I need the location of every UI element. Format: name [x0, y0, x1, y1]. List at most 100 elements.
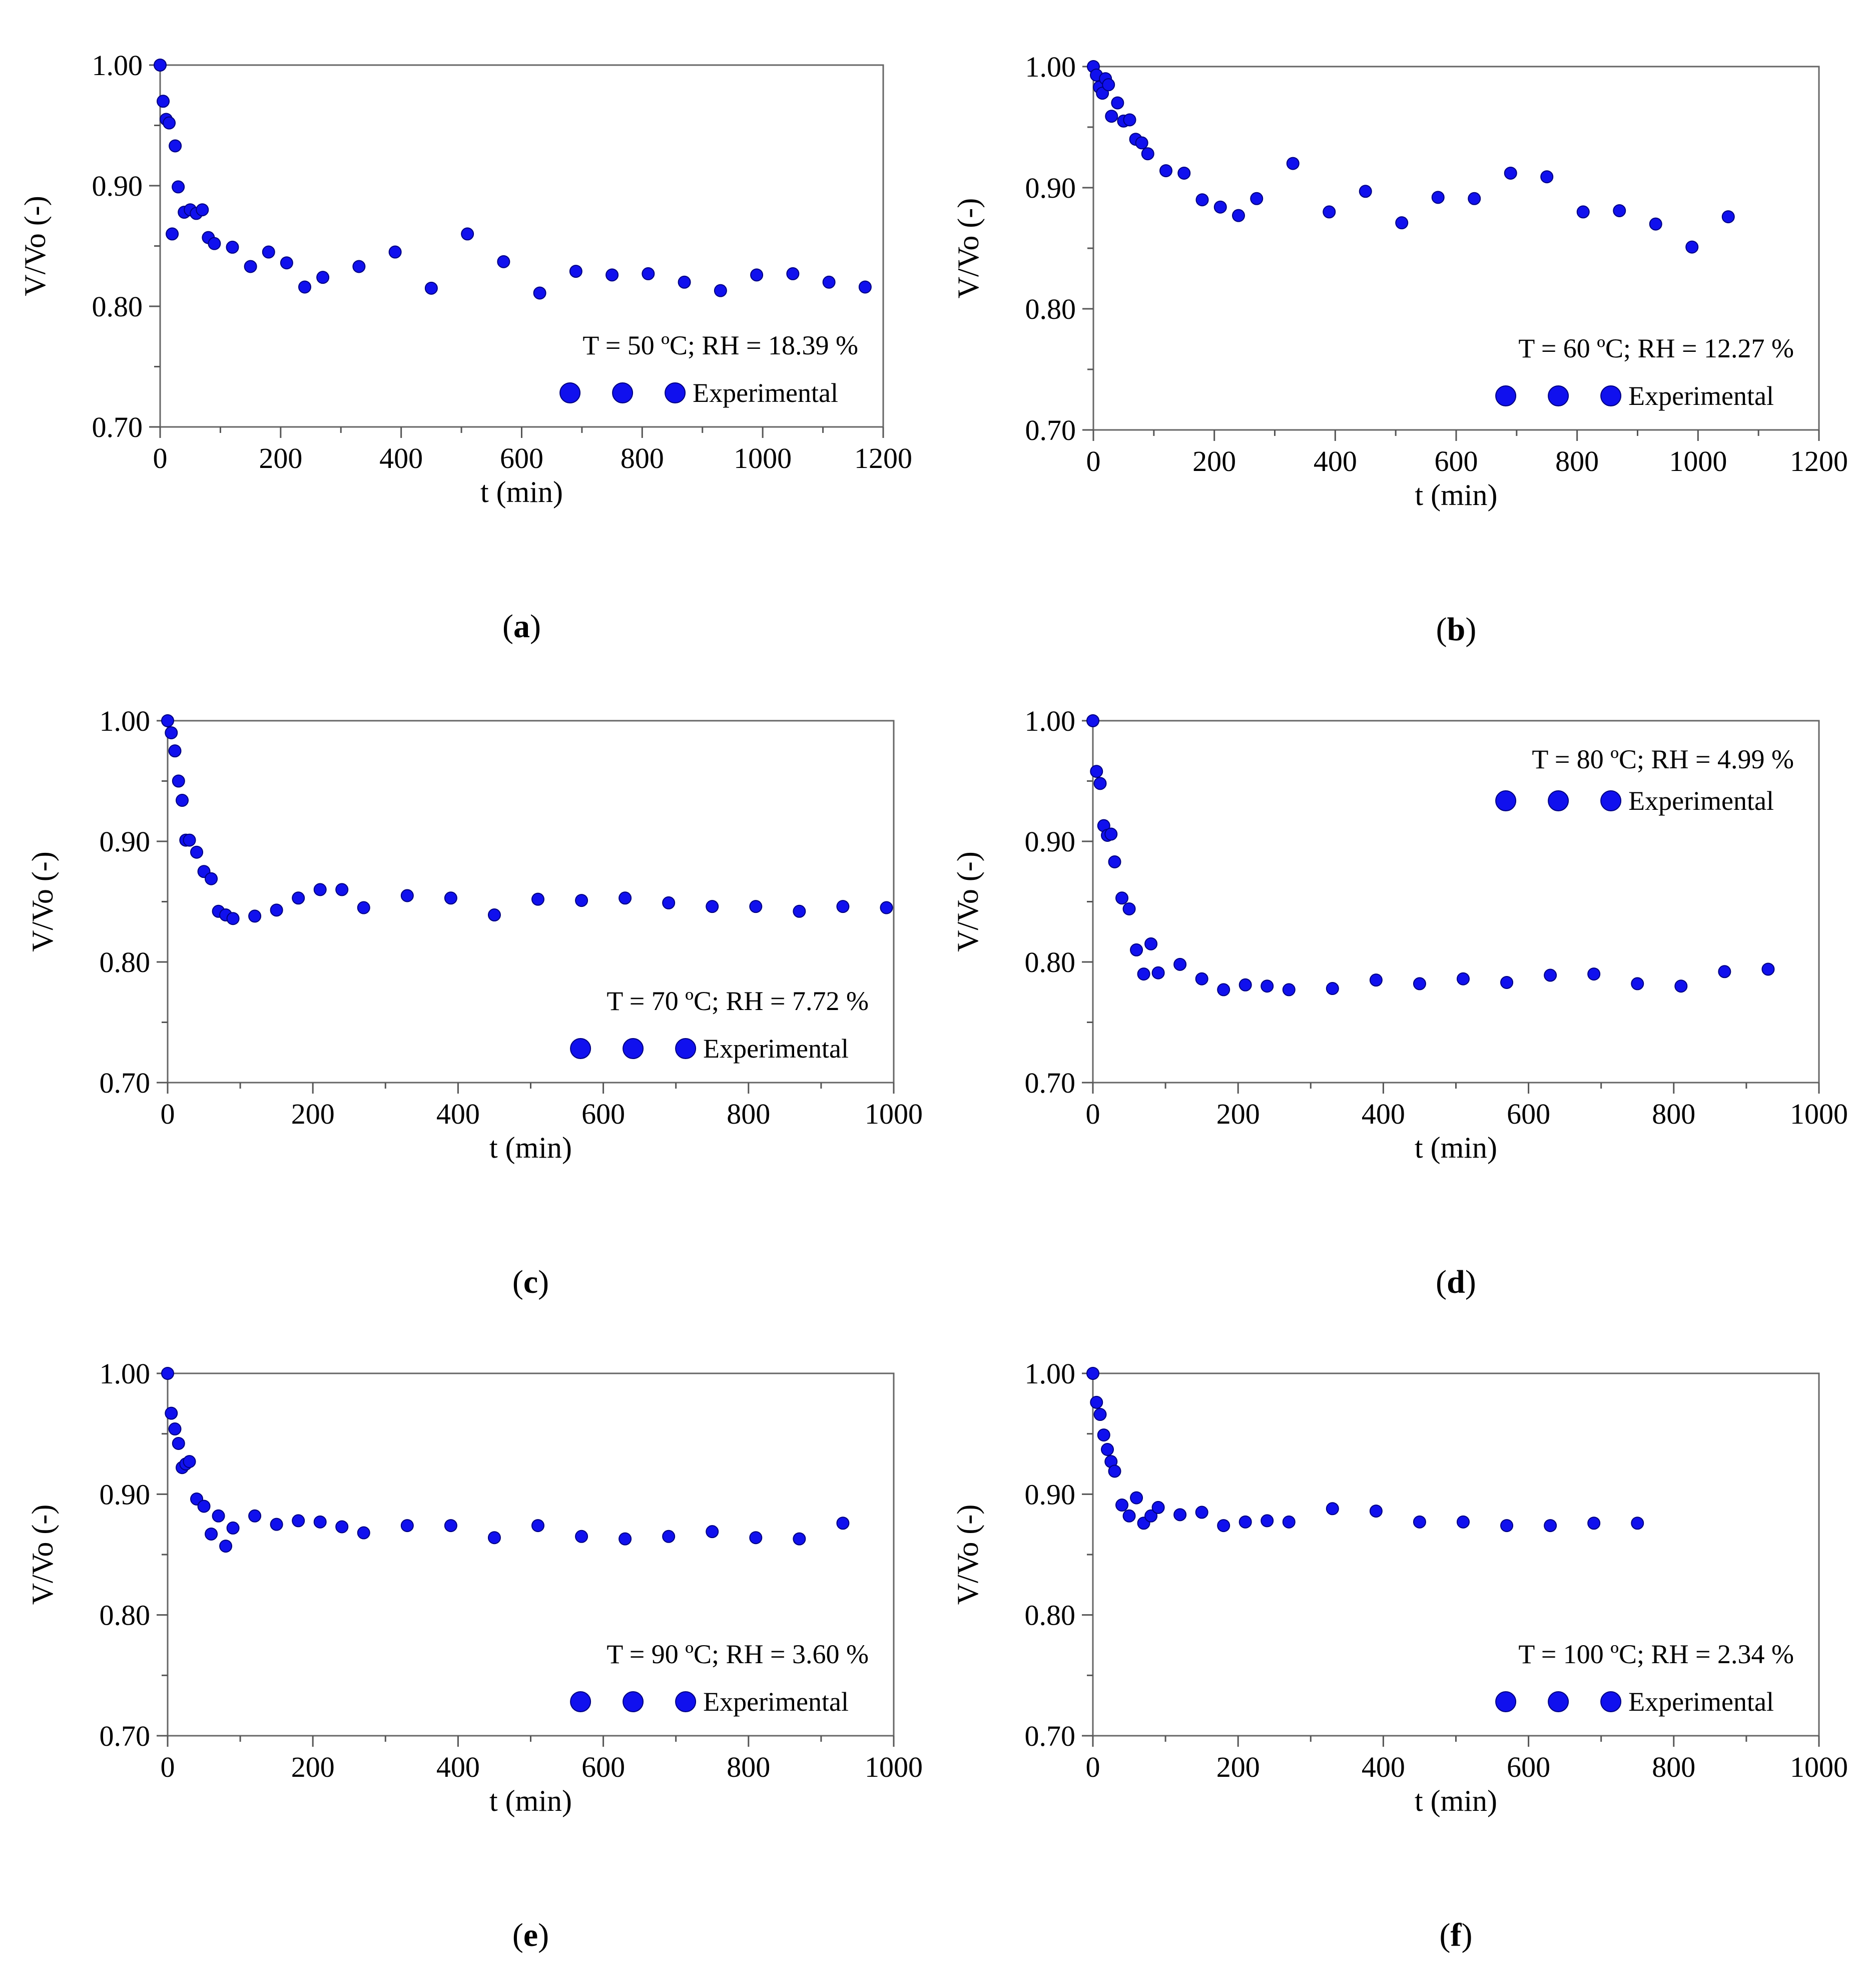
x-tick-label: 1000 — [734, 442, 792, 474]
data-point — [205, 872, 218, 885]
data-point — [313, 1515, 327, 1529]
data-point — [1413, 1515, 1426, 1529]
data-point — [292, 891, 305, 905]
data-point — [461, 227, 474, 241]
legend-marker — [1495, 385, 1517, 406]
data-point — [262, 245, 275, 259]
chart-panel-a: 0 200 400 600 800 1000 1200 0.70 0.80 0.90 1.00 t (… — [19, 49, 912, 645]
x-tick-label: 200 — [1216, 1751, 1260, 1783]
data-point — [1286, 157, 1300, 170]
data-point — [316, 271, 330, 284]
data-point — [678, 275, 691, 289]
x-tick-label: 400 — [1362, 1098, 1405, 1130]
data-point — [335, 883, 349, 896]
legend: Experimental — [570, 1034, 849, 1064]
x-tick-label: 1200 — [1790, 445, 1848, 477]
legend-marker — [1548, 1691, 1569, 1712]
data-point — [1468, 192, 1481, 205]
condition-annotation: T = 70 ºC; RH = 7.72 % — [606, 986, 869, 1016]
y-tick-label: 0.80 — [100, 946, 151, 978]
data-point — [1173, 1508, 1187, 1522]
y-tick-label: 1.00 — [1025, 51, 1076, 83]
data-point — [183, 1455, 196, 1468]
data-point — [1159, 164, 1172, 178]
data-point — [749, 1531, 763, 1545]
data-point — [1587, 1517, 1601, 1530]
chart-panel-f: 0 200 400 600 800 1000 0.70 0.80 0.90 1.00 t (min)… — [951, 1357, 1848, 1953]
data-point — [357, 1526, 370, 1540]
data-point — [1238, 978, 1252, 992]
data-point — [1108, 855, 1121, 868]
data-point — [1217, 983, 1230, 997]
data-point — [793, 904, 806, 918]
data-point — [1431, 191, 1445, 204]
x-tick-label: 200 — [1192, 445, 1236, 477]
x-tick-label: 400 — [1314, 445, 1357, 477]
panel-label: (e) — [512, 1917, 549, 1953]
legend: Experimental — [1495, 1687, 1774, 1717]
data-point — [1151, 1501, 1165, 1514]
y-tick-label: 0.80 — [1025, 946, 1076, 978]
panel-letter: e — [523, 1917, 538, 1953]
data-point — [1718, 965, 1731, 978]
panels: 0 200 400 600 800 1000 1200 0.70 0.80 0.90 1.00 t (… — [19, 49, 1848, 1953]
data-point — [1649, 217, 1662, 231]
data-point — [1504, 166, 1517, 180]
data-point — [1613, 204, 1626, 217]
panel-letter: a — [513, 608, 530, 645]
y-tick-label: 0.70 — [1025, 1067, 1076, 1099]
data-point — [226, 1521, 240, 1535]
x-tick-label: 800 — [1555, 445, 1599, 477]
x-tick-label: 600 — [581, 1098, 625, 1130]
x-tick-label: 1000 — [865, 1751, 923, 1783]
legend-marker — [1600, 790, 1622, 811]
data-point — [1090, 1395, 1103, 1409]
data-point — [248, 1509, 262, 1523]
data-point — [533, 286, 546, 300]
y-axis-title: V/Vo (-) — [951, 1505, 984, 1605]
data-point — [749, 900, 763, 913]
condition-annotation: T = 100 ºC; RH = 2.34 % — [1518, 1639, 1794, 1669]
data-point — [352, 260, 366, 273]
legend: Experimental — [570, 1687, 849, 1717]
data-point — [1631, 1517, 1644, 1530]
data-point — [166, 227, 179, 241]
data-point — [1104, 827, 1118, 841]
x-tick-label: 400 — [436, 1098, 480, 1130]
legend-marker — [570, 1038, 591, 1059]
legend-marker — [622, 1691, 644, 1712]
data-point — [1576, 205, 1590, 219]
condition-annotation: T = 80 ºC; RH = 4.99 % — [1532, 744, 1794, 774]
data-point — [1122, 1509, 1136, 1523]
data-point — [618, 891, 632, 905]
x-tick-label: 200 — [1216, 1098, 1260, 1130]
x-tick-label: 0 — [161, 1098, 175, 1130]
data-point — [1195, 972, 1208, 985]
legend-label: Experimental — [1628, 786, 1774, 816]
data-point — [1105, 110, 1118, 123]
data-point — [400, 1519, 414, 1533]
panel-label: (b) — [1436, 611, 1477, 648]
data-point — [1500, 975, 1514, 989]
data-point — [292, 1514, 305, 1528]
y-tick-label: 0.90 — [92, 170, 143, 202]
panel-letter: b — [1447, 611, 1466, 648]
x-tick-label: 1200 — [854, 442, 912, 474]
y-tick-label: 1.00 — [92, 49, 143, 82]
legend-label: Experimental — [703, 1034, 849, 1064]
data-point — [1137, 967, 1150, 981]
data-point — [1097, 1428, 1110, 1442]
y-axis-title: V/Vo (-) — [19, 196, 52, 296]
data-point — [642, 267, 655, 280]
data-point — [1232, 209, 1245, 222]
data-point — [197, 1500, 211, 1513]
data-point — [298, 280, 311, 294]
x-axis-title: t (min) — [1415, 478, 1498, 512]
data-point — [1238, 1515, 1252, 1529]
y-tick-label: 1.00 — [100, 1357, 151, 1390]
legend: Experimental — [1495, 381, 1774, 411]
y-axis-title: V/Vo (-) — [952, 198, 985, 299]
x-tick-label: 200 — [291, 1751, 335, 1783]
panel-letter: d — [1447, 1264, 1465, 1300]
